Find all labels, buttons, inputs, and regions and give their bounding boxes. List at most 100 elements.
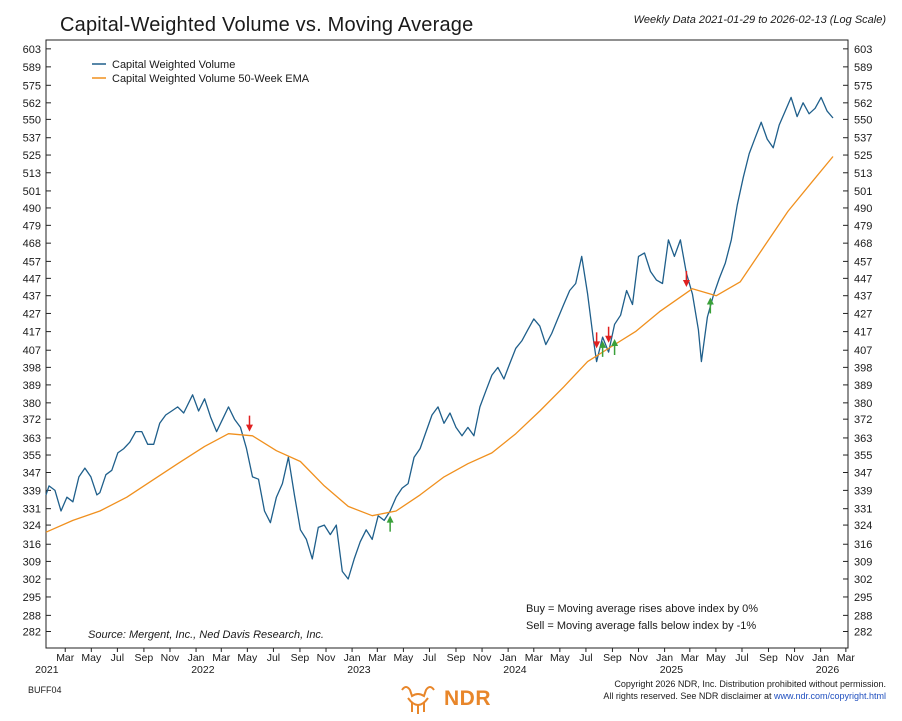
x-tick-label: Jan (812, 652, 829, 664)
x-tick-label: Jul (423, 652, 436, 664)
plot-frame (45, 39, 849, 649)
y-tick-label-right: 457 (854, 256, 872, 268)
y-tick-label-right: 468 (854, 238, 872, 250)
y-tick-label-right: 355 (854, 450, 872, 462)
x-tick-label: Jul (579, 652, 592, 664)
x-tick-label: Sep (135, 652, 154, 664)
y-tick-label-left: 355 (23, 450, 41, 462)
x-tick-label: Nov (473, 652, 492, 664)
legend-label: Capital Weighted Volume (112, 59, 235, 71)
y-tick-label-right: 295 (854, 592, 872, 604)
y-tick-label-right: 288 (854, 610, 872, 622)
y-tick-label-left: 372 (23, 414, 41, 426)
x-tick-label: May (550, 652, 571, 664)
x-tick-label: Sep (603, 652, 622, 664)
y-tick-label-right: 589 (854, 62, 872, 74)
y-tick-label-left: 589 (23, 62, 41, 74)
y-tick-label-right: 437 (854, 291, 872, 303)
x-year-label: 2024 (503, 664, 527, 676)
x-tick-label: May (237, 652, 258, 664)
y-tick-label-right: 331 (854, 504, 872, 516)
y-tick-label-right: 447 (854, 273, 872, 285)
y-tick-label-left: 575 (23, 80, 41, 92)
buy-signal-head (706, 297, 714, 305)
bull-bear-icon (401, 686, 435, 714)
y-tick-label-left: 437 (23, 291, 41, 303)
y-tick-label-right: 427 (854, 308, 872, 320)
x-tick-label: Nov (317, 652, 336, 664)
y-tick-label-right: 575 (854, 80, 872, 92)
y-tick-label-right: 363 (854, 433, 872, 445)
y-tick-label-right: 407 (854, 345, 872, 357)
y-tick-label-left: 295 (23, 592, 41, 604)
y-tick-label-right: 562 (854, 98, 872, 110)
x-tick-label: Mar (525, 652, 544, 664)
y-tick-label-right: 372 (854, 414, 872, 426)
x-tick-label: Nov (629, 652, 648, 664)
legend-label: Capital Weighted Volume 50-Week EMA (112, 73, 310, 85)
y-tick-label-left: 447 (23, 273, 41, 285)
y-tick-label-right: 537 (854, 133, 872, 145)
y-tick-label-left: 427 (23, 308, 41, 320)
x-year-label: 2023 (347, 664, 371, 676)
y-tick-label-right: 513 (854, 168, 872, 180)
y-tick-label-left: 282 (23, 627, 41, 639)
chart-title: Capital-Weighted Volume vs. Moving Avera… (60, 14, 474, 36)
y-tick-label-left: 316 (23, 539, 41, 551)
y-tick-label-right: 309 (854, 556, 872, 568)
x-tick-label: Jan (500, 652, 517, 664)
copyright-line1: Copyright 2026 NDR, Inc. Distribution pr… (614, 679, 886, 689)
y-tick-label-left: 457 (23, 256, 41, 268)
y-tick-label-left: 603 (23, 44, 41, 56)
y-tick-label-right: 339 (854, 485, 872, 497)
y-tick-label-right: 550 (854, 114, 872, 126)
y-tick-label-left: 562 (23, 98, 41, 110)
x-tick-label: Nov (785, 652, 804, 664)
y-tick-label-right: 501 (854, 186, 872, 198)
x-tick-label: Mar (837, 652, 856, 664)
buy-rule-note: Buy = Moving average rises above index b… (526, 603, 758, 615)
y-tick-label-left: 288 (23, 610, 41, 622)
x-tick-label: Jan (188, 652, 205, 664)
y-tick-label-left: 324 (23, 520, 41, 532)
copyright-line2-prefix: All rights reserved. See NDR disclaimer … (603, 691, 774, 701)
copyright-notice: Copyright 2026 NDR, Inc. Distribution pr… (603, 678, 886, 702)
y-tick-label-left: 363 (23, 433, 41, 445)
y-tick-label-left: 302 (23, 574, 41, 586)
y-tick-label-left: 389 (23, 380, 41, 392)
x-tick-label: Sep (291, 652, 310, 664)
y-tick-label-right: 324 (854, 520, 872, 532)
y-tick-label-left: 380 (23, 398, 41, 410)
copyright-link[interactable]: www.ndr.com/copyright.html (773, 691, 886, 701)
y-tick-label-right: 389 (854, 380, 872, 392)
y-tick-label-right: 347 (854, 467, 872, 479)
y-tick-label-right: 316 (854, 539, 872, 551)
sell-signal-head (245, 424, 253, 432)
y-tick-label-left: 537 (23, 133, 41, 145)
y-tick-label-right: 398 (854, 362, 872, 374)
y-tick-label-left: 513 (23, 168, 41, 180)
x-tick-label: Jul (267, 652, 280, 664)
y-tick-label-left: 331 (23, 504, 41, 516)
y-tick-label-left: 417 (23, 327, 41, 339)
buy-signal-head (599, 340, 607, 348)
ndr-logo: NDR (398, 682, 491, 716)
series-50-week-ema (45, 156, 834, 533)
buy-signal-head (611, 339, 619, 347)
y-tick-label-right: 417 (854, 327, 872, 339)
sell-signal-head (593, 341, 601, 349)
y-tick-label-right: 479 (854, 220, 872, 232)
x-year-label: 2022 (191, 664, 215, 676)
x-tick-label: Jan (344, 652, 361, 664)
y-tick-label-left: 550 (23, 114, 41, 126)
series-capital-weighted-volume (45, 96, 834, 580)
x-tick-label: Mar (212, 652, 231, 664)
x-tick-label: Mar (681, 652, 700, 664)
y-tick-label-right: 302 (854, 574, 872, 586)
chart-code: BUFF04 (28, 685, 62, 695)
x-tick-label: Jul (111, 652, 124, 664)
y-tick-label-left: 309 (23, 556, 41, 568)
x-year-label: 2025 (660, 664, 684, 676)
x-tick-label: Mar (56, 652, 75, 664)
y-tick-label-left: 339 (23, 485, 41, 497)
